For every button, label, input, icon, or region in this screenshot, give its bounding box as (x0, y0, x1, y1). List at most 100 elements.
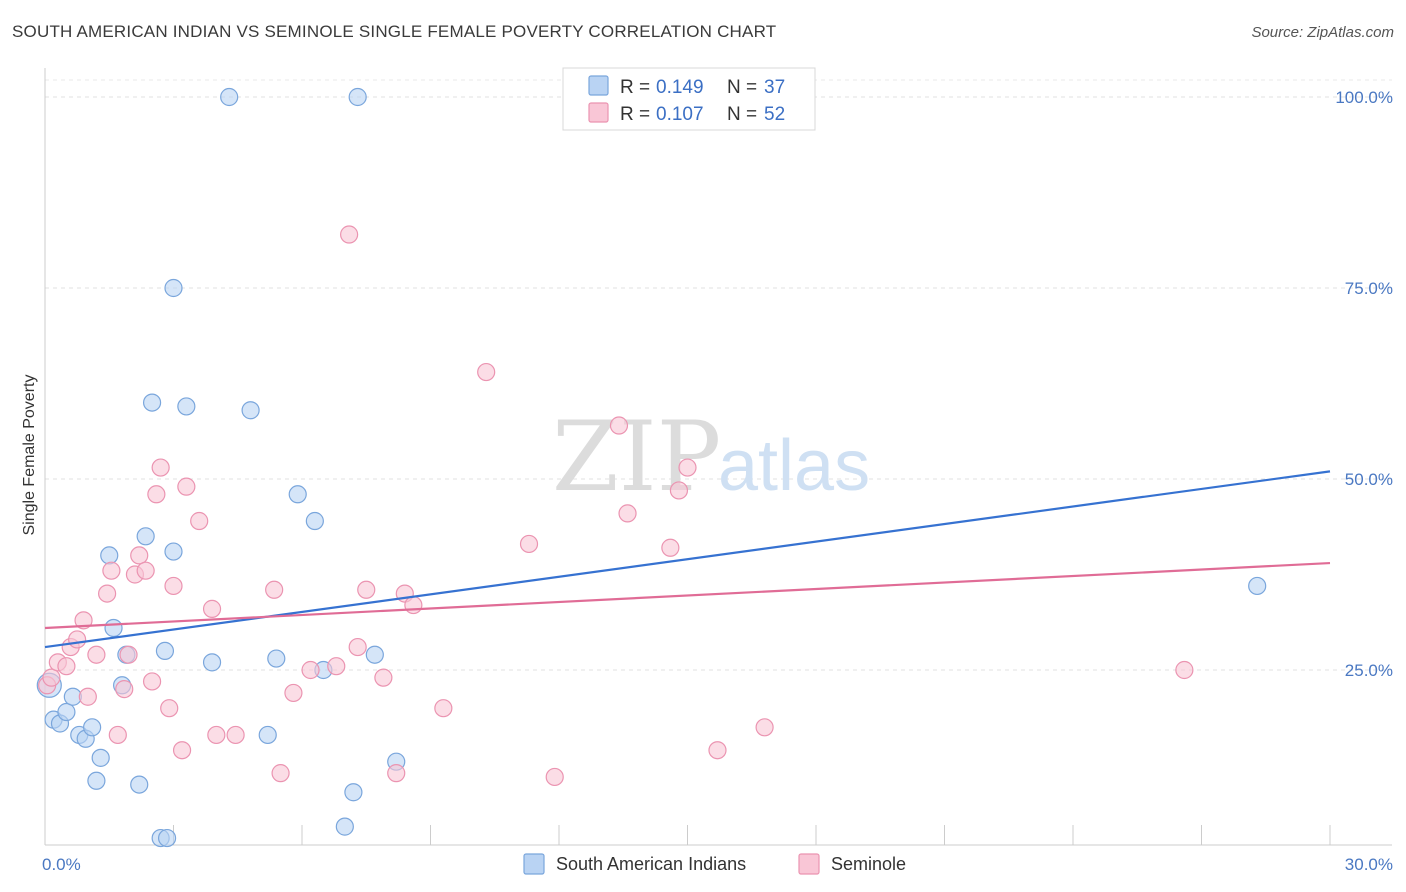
chart-title: SOUTH AMERICAN INDIAN VS SEMINOLE SINGLE… (12, 22, 777, 41)
axes (44, 68, 1392, 846)
point-blue-28 (288, 485, 307, 504)
point-blue-36 (1248, 576, 1267, 596)
series-legend-label-blue: South American Indians (556, 854, 746, 874)
point-blue-15 (136, 527, 155, 546)
point-pink-26 (207, 725, 226, 745)
point-pink-31 (301, 660, 320, 680)
point-pink-44 (609, 416, 629, 435)
x-tick-labels: 0.0% 30.0% (42, 855, 1393, 874)
point-pink-13 (119, 645, 138, 664)
watermark: ZIP atlas (552, 401, 870, 513)
point-pink-50 (755, 718, 774, 737)
point-blue-27 (267, 649, 286, 668)
point-pink-5 (68, 630, 87, 649)
point-pink-6 (74, 611, 93, 630)
point-pink-43 (545, 767, 564, 787)
point-pink-37 (387, 764, 406, 783)
point-pink-11 (108, 725, 127, 745)
point-blue-14 (130, 775, 149, 794)
point-blue-26 (258, 725, 277, 745)
grid-lines (45, 79, 1392, 671)
point-pink-45 (618, 504, 637, 523)
series-legend-swatch-pink (798, 853, 820, 875)
point-blue-22 (177, 397, 196, 416)
point-blue-29 (305, 511, 324, 531)
point-blue-20 (164, 542, 183, 561)
point-pink-47 (669, 481, 689, 500)
point-blue-10 (100, 546, 119, 565)
point-pink-8 (87, 645, 106, 664)
trend-line-pink (44, 561, 1331, 630)
legend-r-label-blue: R = (620, 77, 650, 98)
point-pink-7 (78, 687, 97, 706)
point-blue-19 (157, 828, 177, 848)
point-blue-18 (155, 641, 175, 661)
point-blue-11 (104, 618, 123, 638)
series-legend-label-pink: Seminole (831, 854, 906, 874)
point-blue-24 (220, 87, 239, 107)
point-pink-48 (678, 458, 697, 477)
x-tick-label-max: 30.0% (1345, 855, 1393, 874)
point-pink-22 (172, 741, 192, 760)
point-pink-34 (348, 637, 367, 657)
point-pink-46 (661, 538, 680, 557)
legend-n-value-blue: 37 (764, 77, 785, 98)
point-pink-24 (190, 511, 209, 531)
point-blue-25 (241, 401, 260, 420)
point-pink-17 (142, 672, 162, 691)
watermark-atlas: atlas (718, 426, 870, 506)
point-pink-1 (42, 668, 61, 687)
y-tick-labels: 25.0% 50.0% 75.0% 100.0% (1335, 88, 1393, 680)
point-blue-34 (365, 645, 384, 664)
point-pink-23 (177, 477, 196, 496)
legend-r-value-pink: 0.107 (656, 104, 704, 125)
point-pink-18 (147, 485, 166, 504)
point-pink-41 (477, 362, 496, 382)
legend-r-label-pink: R = (620, 104, 650, 125)
point-pink-21 (164, 576, 183, 596)
point-pink-15 (130, 546, 149, 565)
point-pink-28 (265, 580, 284, 599)
point-pink-19 (151, 458, 170, 477)
watermark-zip: ZIP (552, 401, 721, 513)
y-axis-label: Single Female Poverty (21, 375, 38, 536)
point-pink-29 (271, 764, 290, 783)
point-blue-23 (202, 653, 222, 672)
point-blue-21 (164, 278, 183, 298)
x-tick-label-min: 0.0% (42, 855, 81, 874)
point-pink-30 (284, 683, 303, 703)
y-tick-label-50: 50.0% (1345, 470, 1393, 489)
legend-swatch-pink (588, 102, 609, 123)
point-pink-12 (115, 679, 134, 699)
point-blue-9 (91, 748, 110, 767)
point-pink-39 (404, 595, 423, 615)
y-tick-label-75: 75.0% (1345, 279, 1393, 298)
legend-n-value-pink: 52 (764, 104, 785, 125)
legend-swatch-blue (588, 75, 609, 96)
series-legend-swatch-blue (523, 853, 545, 875)
point-blue-16 (142, 393, 162, 412)
point-pink-33 (340, 225, 359, 244)
point-pink-27 (226, 725, 245, 745)
point-blue-8 (87, 771, 106, 790)
point-pink-25 (202, 599, 222, 618)
point-pink-36 (374, 668, 393, 687)
trend-lines (44, 470, 1331, 649)
point-pink-49 (708, 741, 727, 760)
point-pink-20 (160, 699, 179, 718)
point-pink-35 (357, 580, 376, 599)
point-pink-40 (434, 699, 453, 718)
point-pink-10 (102, 561, 121, 580)
point-pink-3 (57, 657, 76, 676)
series-legend: South American Indians Seminole (523, 853, 906, 875)
point-blue-32 (344, 783, 363, 802)
point-blue-31 (335, 817, 354, 836)
point-blue-3 (57, 702, 76, 722)
point-pink-42 (519, 534, 539, 554)
point-pink-16 (136, 561, 155, 580)
legend-r-value-blue: 0.149 (656, 77, 704, 98)
point-pink-51 (1175, 660, 1194, 680)
source-credit: Source: ZipAtlas.com (1251, 24, 1394, 41)
y-tick-label-25: 25.0% (1345, 661, 1393, 680)
